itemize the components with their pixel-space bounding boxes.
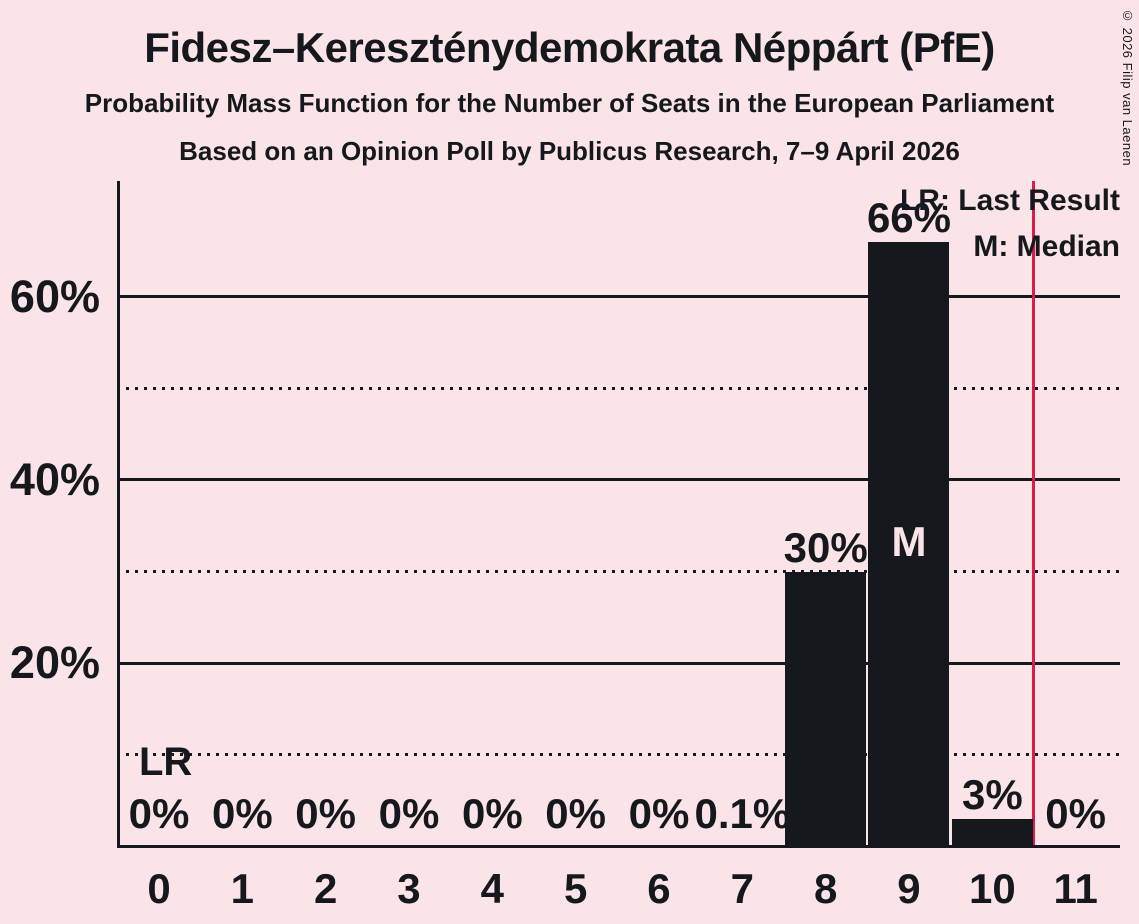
x-tick-label-4: 4 (480, 865, 505, 912)
bar-seats-9 (868, 241, 950, 847)
value-label-seats-8: 30% (783, 523, 868, 571)
x-tick-label-3: 3 (397, 865, 421, 912)
chart-poll-source: Based on an Opinion Poll by Publicus Res… (179, 136, 960, 166)
x-axis-line (117, 845, 1120, 848)
x-tick-label-10: 10 (968, 865, 1016, 912)
chart-subtitle: Probability Mass Function for the Number… (84, 88, 1055, 118)
value-label-seats-3: 0% (378, 790, 440, 837)
x-tick-label-7: 7 (730, 865, 755, 912)
legend-median: M: Median (973, 230, 1120, 263)
gridline-dotted-50 (117, 386, 1120, 390)
x-tick-label-0: 0 (147, 865, 171, 912)
bar-seats-10 (951, 819, 1033, 847)
gridline-dotted-30 (117, 570, 1120, 574)
gridline-solid-40 (117, 478, 1120, 482)
x-tick-label-2: 2 (313, 865, 338, 912)
x-tick-label-11: 11 (1053, 865, 1098, 912)
x-tick-label-9: 9 (897, 865, 921, 912)
gridline-solid-20 (117, 661, 1120, 665)
value-label-seats-5: 0% (545, 790, 607, 837)
x-tick-label-6: 6 (647, 865, 671, 912)
value-label-seats-6: 0% (628, 790, 690, 837)
y-axis-line (117, 181, 120, 848)
x-tick-label-1: 1 (230, 865, 255, 912)
bar-seats-8 (785, 571, 867, 847)
value-label-seats-2: 0% (295, 790, 357, 837)
value-label-seats-9: 66% (866, 193, 952, 241)
gridline-dotted-10 (117, 753, 1120, 757)
gridline-solid-60 (117, 295, 1120, 299)
legend-last-result: LR: Last Result (899, 184, 1120, 217)
value-label-seats-7: 0.1% (694, 790, 791, 837)
median-marker-label: M (891, 518, 927, 565)
last-result-marker-label: LR (139, 740, 193, 784)
value-label-seats-11: 0% (1045, 790, 1107, 837)
x-tick-label-8: 8 (813, 865, 838, 912)
x-tick-label-5: 5 (563, 865, 588, 912)
copyright-notice: © 2026 Filip van Laenen (1120, 8, 1135, 167)
value-label-seats-0: 0% (128, 790, 190, 837)
value-label-seats-1: 0% (211, 790, 273, 837)
page-title: Fidesz–Kereszténydemokrata Néppárt (PfE) (144, 24, 995, 71)
last-result-line (1032, 181, 1036, 846)
value-label-seats-10: 3% (961, 771, 1023, 818)
value-label-seats-4: 0% (461, 790, 523, 837)
